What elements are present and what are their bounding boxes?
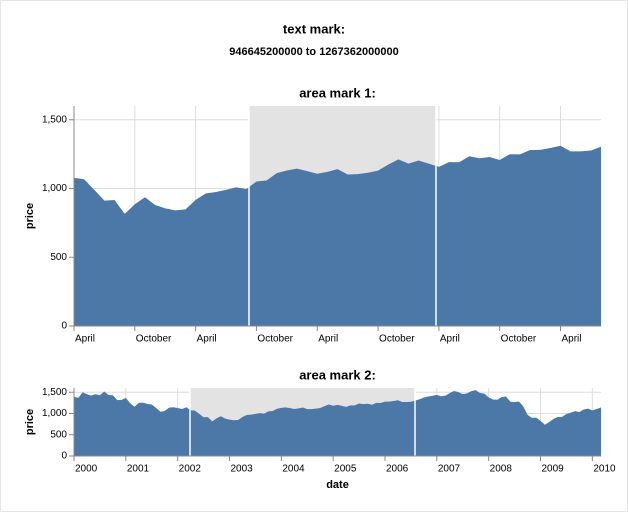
chart-title: area mark 2: <box>299 367 376 382</box>
area <box>74 145 601 326</box>
x-tick-label: 2004 <box>282 464 305 475</box>
x-tick-label: April <box>561 334 581 345</box>
y-tick-label: 0 <box>61 451 67 462</box>
axes: text mark: 946645200000 to 1267362000000 a… <box>24 21 616 490</box>
x-tick-label: October <box>257 334 293 345</box>
y-tick-label: 0 <box>61 321 67 332</box>
y-tick-label: 500 <box>50 252 67 263</box>
x-tick-label: October <box>501 334 537 345</box>
chart-title: area mark 1: <box>299 85 376 100</box>
title: text mark: <box>283 21 345 36</box>
x-tick-label: 2001 <box>127 464 150 475</box>
x-tick-label: 2005 <box>334 464 357 475</box>
x-tick-label: April <box>75 334 95 345</box>
x-tick-label: October <box>379 334 415 345</box>
marks <box>74 145 601 456</box>
y-tick-label: 1,000 <box>42 408 67 419</box>
x-tick-label: 2002 <box>179 464 202 475</box>
text-mark: 946645200000 to 1267362000000 <box>229 46 398 58</box>
y-tick-label: 1,000 <box>42 183 67 194</box>
y-axis-title: price <box>24 203 36 229</box>
y-tick-label: 500 <box>50 429 67 440</box>
x-tick-label: 2006 <box>386 464 409 475</box>
x-tick-label: April <box>197 334 217 345</box>
x-tick-label: 2007 <box>438 464 461 475</box>
x-tick-label: 2003 <box>231 464 254 475</box>
x-tick-label: 2008 <box>490 464 513 475</box>
x-tick-label: April <box>440 334 460 345</box>
y-tick-label: 1,500 <box>42 114 67 125</box>
x-tick-label: 2009 <box>542 464 565 475</box>
x-tick-label: April <box>318 334 338 345</box>
x-tick-label: October <box>136 334 172 345</box>
y-tick-label: 1,500 <box>42 387 67 398</box>
y-axis-title: price <box>24 409 36 435</box>
x-axis-title: date <box>326 479 349 491</box>
x-tick-label: 2010 <box>593 464 616 475</box>
x-tick-label: 2000 <box>75 464 98 475</box>
area <box>74 390 601 456</box>
